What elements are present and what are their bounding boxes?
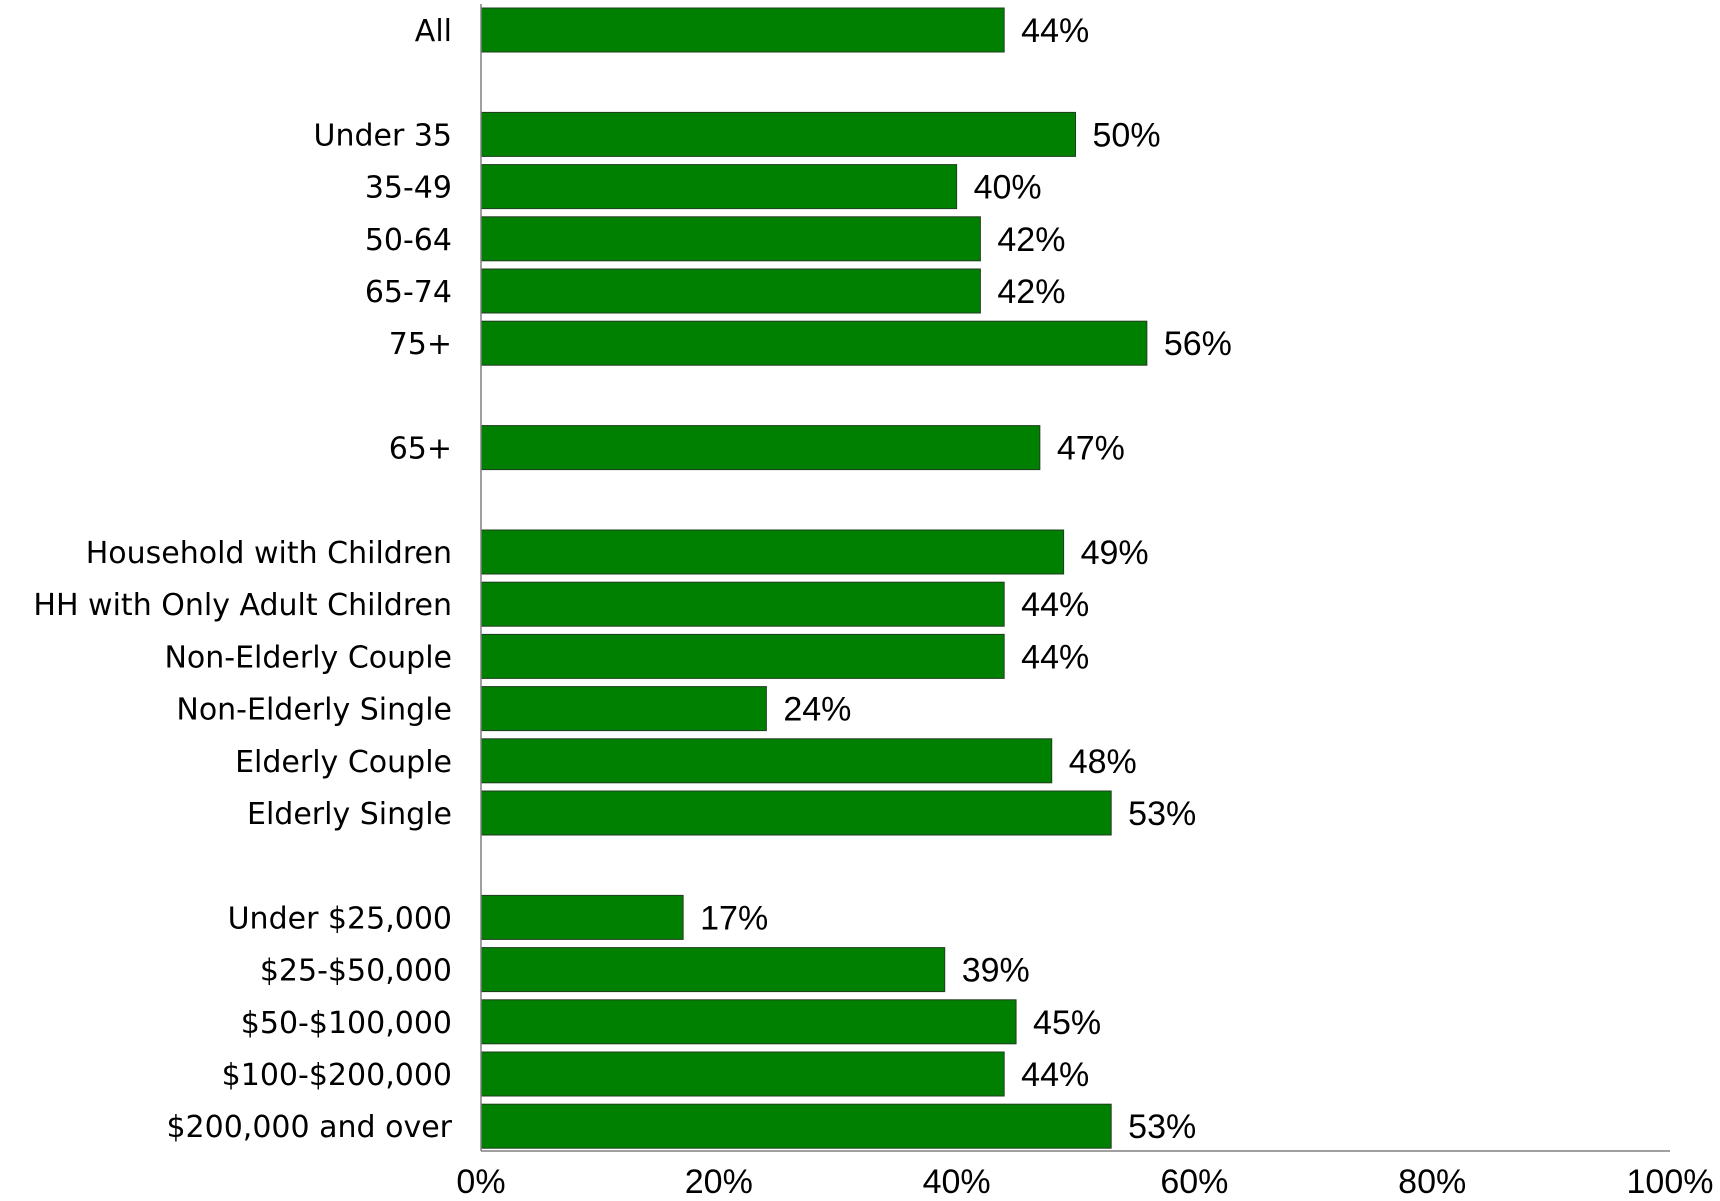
x-tick-label: 100% [1627,1163,1714,1201]
data-label: 24% [783,691,851,729]
bar [480,790,1112,836]
bar [480,581,1005,627]
bar [480,686,767,732]
data-label: 17% [700,899,768,937]
category-label: $200,000 and over [166,1110,452,1145]
bar [480,894,684,940]
x-tick-label: 60% [1160,1163,1228,1201]
data-label: 56% [1164,325,1232,363]
data-label: 42% [997,273,1065,311]
bar [480,1051,1005,1097]
category-label: HH with Only Adult Children [33,588,452,623]
bar [480,1103,1112,1149]
bar [480,268,981,314]
bar [480,216,981,262]
category-label: 65+ [389,432,452,467]
x-tick-label: 80% [1398,1163,1466,1201]
data-label: 44% [1021,586,1089,624]
category-label: $50-$100,000 [241,1006,452,1041]
x-tick-label: 20% [685,1163,753,1201]
labels-layer: All 44% Under 35 50% 35-49 40% 50-64 42% 65-74 42… [33,12,1231,1146]
data-label: 44% [1021,12,1089,50]
data-label: 50% [1093,116,1161,154]
category-label: 65-74 [365,275,452,310]
data-label: 53% [1128,1108,1196,1146]
bar [480,999,1017,1045]
bar [480,633,1005,679]
bar [480,111,1076,157]
category-label: Non-Elderly Couple [164,640,452,675]
category-label: 35-49 [365,171,452,206]
data-label: 45% [1033,1004,1101,1042]
bar [480,7,1005,53]
category-label: 50-64 [365,223,452,258]
bar [480,320,1148,366]
bar [480,947,946,993]
data-label: 44% [1021,1056,1089,1094]
bar [480,738,1053,784]
x-tick-label: 0% [456,1163,505,1201]
category-label: Elderly Couple [235,745,452,780]
category-label: $100-$200,000 [222,1058,452,1093]
data-label: 44% [1021,638,1089,676]
bar [480,425,1041,471]
data-label: 40% [974,169,1042,207]
category-label: Non-Elderly Single [176,693,452,728]
bars-layer [480,7,1148,1149]
data-label: 47% [1057,430,1125,468]
category-label: 75+ [389,327,452,362]
data-label: 39% [962,952,1030,990]
bar [480,529,1065,575]
x-tick-label: 40% [923,1163,991,1201]
category-label: Under 35 [313,118,452,153]
data-label: 49% [1081,534,1149,572]
data-label: 42% [997,221,1065,259]
category-label: $25-$50,000 [260,954,452,989]
data-label: 48% [1069,743,1137,781]
category-label: Under $25,000 [228,901,452,936]
category-label: All [415,14,452,49]
category-label: Elderly Single [247,797,452,832]
axis-layer: 0% 20% 40% 60% 80% 100% [456,4,1713,1201]
bar [480,164,958,210]
category-label: Household with Children [86,536,452,571]
data-label: 53% [1128,795,1196,833]
